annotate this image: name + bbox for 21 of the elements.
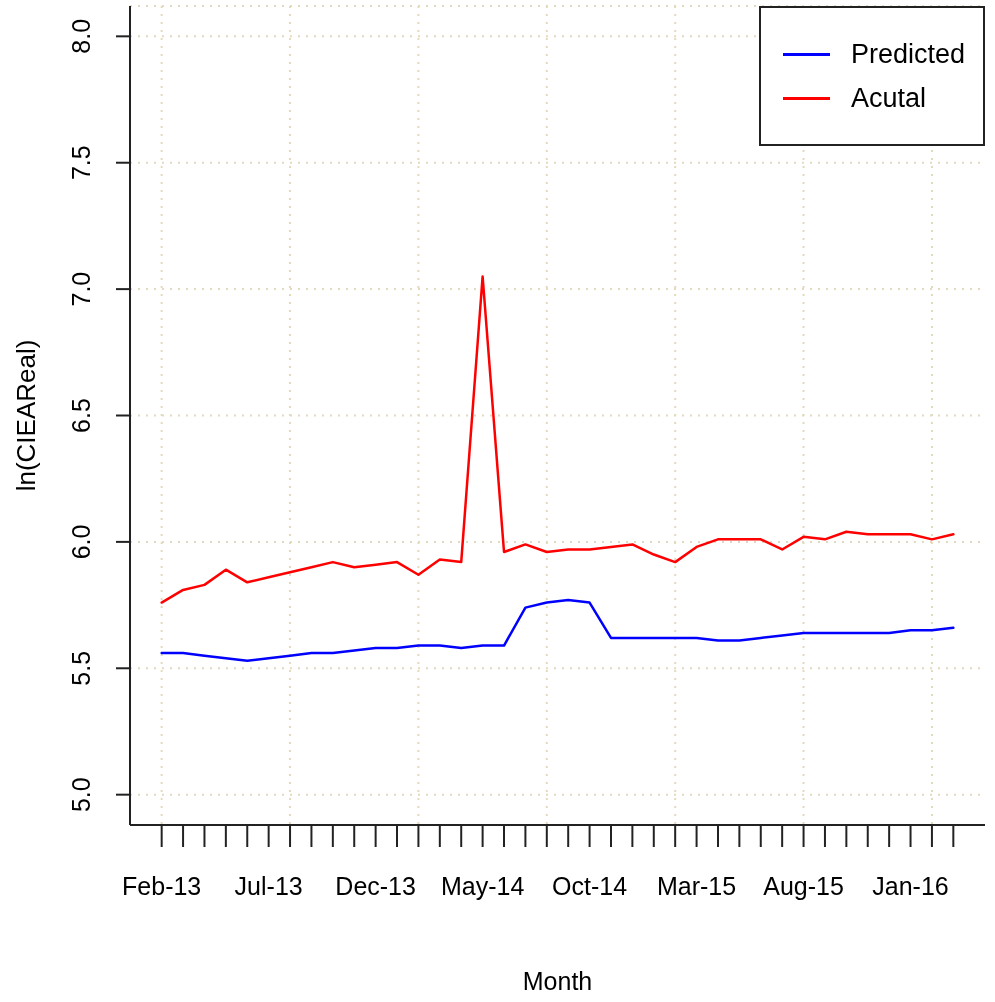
y-tick-label: 8.0 — [67, 18, 95, 54]
x-tick-label: Dec-13 — [335, 871, 416, 900]
line-series — [160, 275, 955, 604]
x-tick-label: Jan-16 — [872, 871, 949, 900]
y-tick-label: 7.5 — [67, 145, 95, 181]
x-tick-label: Aug-15 — [763, 871, 844, 900]
legend-label: Predicted — [850, 38, 965, 71]
y-tick-label: 6.5 — [67, 398, 95, 433]
x-tick-label: Oct-14 — [552, 871, 628, 900]
x-tick-label: Jul-13 — [234, 871, 303, 900]
x-axis-title: Month — [522, 967, 593, 995]
line-series — [160, 598, 955, 662]
y-tick-label: 5.5 — [67, 650, 95, 686]
y-axis-title: ln(CIEAReal) — [11, 339, 42, 492]
y-tick-label: 7.0 — [67, 271, 95, 307]
y-tick-label: 6.0 — [67, 524, 95, 560]
y-tick-label: 5.0 — [67, 777, 95, 813]
x-tick-label: Mar-15 — [656, 871, 737, 900]
x-tick-label: Feb-13 — [122, 871, 202, 900]
legend-label: Acutal — [850, 82, 926, 115]
x-tick-label: May-14 — [440, 871, 525, 900]
